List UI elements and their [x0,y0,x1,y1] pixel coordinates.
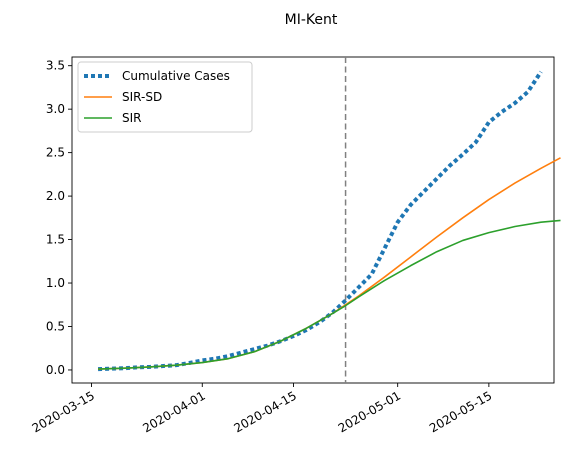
y-tick-label: 1.5 [46,233,65,247]
plot-area [97,57,561,383]
y-tick-label: 2.5 [46,146,65,160]
legend-label-1: Cumulative Cases [122,69,230,83]
x-tick-label: 2020-04-01 [140,388,207,435]
axes-frame [71,56,555,384]
legend-box [77,61,253,133]
y-tick-label: 3.5 [46,59,65,73]
legend-label-2: SIR-SD [122,90,162,104]
y-tick-label: 3.0 [46,102,65,116]
x-tick-label: 2020-04-15 [232,388,299,435]
y-tick-label: 0.0 [46,363,65,377]
x-tick-label: 2020-03-15 [30,388,97,435]
y-tick-label: 2.0 [46,189,65,203]
series-line-3 [98,219,561,370]
y-tick-label: 1.0 [46,276,65,290]
series-line-2 [98,157,561,370]
legend-label-3: SIR [122,111,142,125]
chart-title: MI-Kent [285,12,338,28]
x-tick-label: 2020-05-15 [427,388,494,435]
x-tick-label: 2020-05-01 [336,388,403,435]
legend: Cumulative Cases SIR-SD SIR [77,61,253,133]
y-tick-label: 0.5 [46,319,65,333]
